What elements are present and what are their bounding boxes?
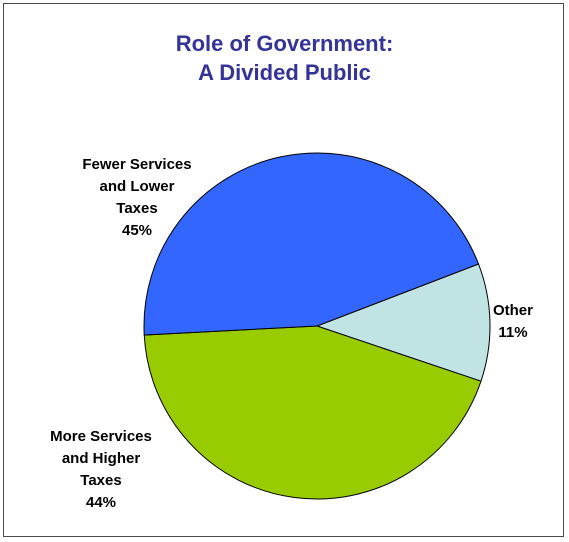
label-more-services-line1: More Services	[50, 428, 152, 445]
label-fewer-services-line2: and Lower	[99, 178, 175, 195]
pie-slice-fewer-services	[143, 152, 480, 336]
label-other-value: 11%	[498, 324, 528, 341]
label-more-services: More Services and Higher Taxes 44%	[30, 426, 172, 514]
pie-slice-more-services	[143, 325, 482, 500]
label-more-services-value: 44%	[85, 494, 117, 511]
pie-slice-other	[315, 263, 491, 382]
label-fewer-services-line3: Taxes	[116, 200, 158, 217]
label-other: Other 11%	[470, 300, 556, 344]
label-more-services-line3: Taxes	[80, 472, 122, 489]
label-other-line1: Other	[492, 302, 533, 319]
chart-title-line2: A Divided Public	[198, 60, 371, 85]
label-fewer-services-value: 45%	[121, 222, 153, 239]
label-fewer-services: Fewer Services and Lower Taxes 45%	[62, 154, 212, 242]
label-fewer-services-line1: Fewer Services	[82, 156, 192, 173]
chart-title-line1: Role of Government:	[175, 31, 394, 56]
label-more-services-line2: and Higher	[61, 450, 141, 467]
